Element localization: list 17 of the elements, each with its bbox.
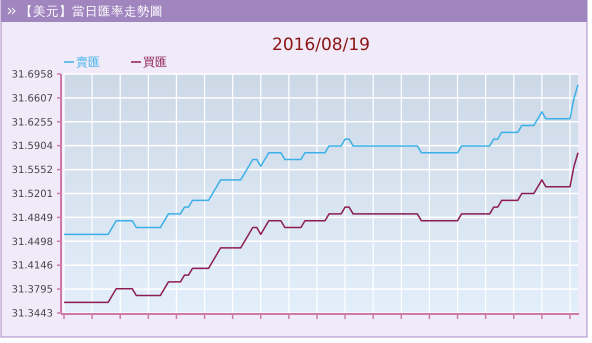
y-tick-label: 31.5904	[12, 141, 53, 152]
line-series	[63, 84, 579, 236]
y-tick-label: 31.4849	[12, 212, 53, 224]
y-tick-label: 31.5552	[12, 165, 53, 176]
line-series	[63, 152, 579, 304]
y-tick-label: 31.4146	[12, 260, 53, 272]
y-tick-label: 31.5201	[12, 188, 53, 200]
y-tick-label: 31.6607	[12, 93, 53, 104]
chart-subtitle: 2016/08/19	[272, 35, 370, 55]
chart-title: 【美元】當日匯率走勢圖	[20, 4, 163, 18]
y-tick-label: 31.4498	[12, 236, 53, 248]
y-tick-label: 31.3795	[12, 284, 53, 296]
y-tick-label: 31.6255	[12, 117, 53, 128]
legend-label: 買匯	[143, 55, 167, 69]
y-tick-label: 31.6958	[12, 70, 53, 80]
y-tick-label: 31.3443	[12, 308, 53, 320]
legend-label: 賣匯	[76, 55, 100, 69]
